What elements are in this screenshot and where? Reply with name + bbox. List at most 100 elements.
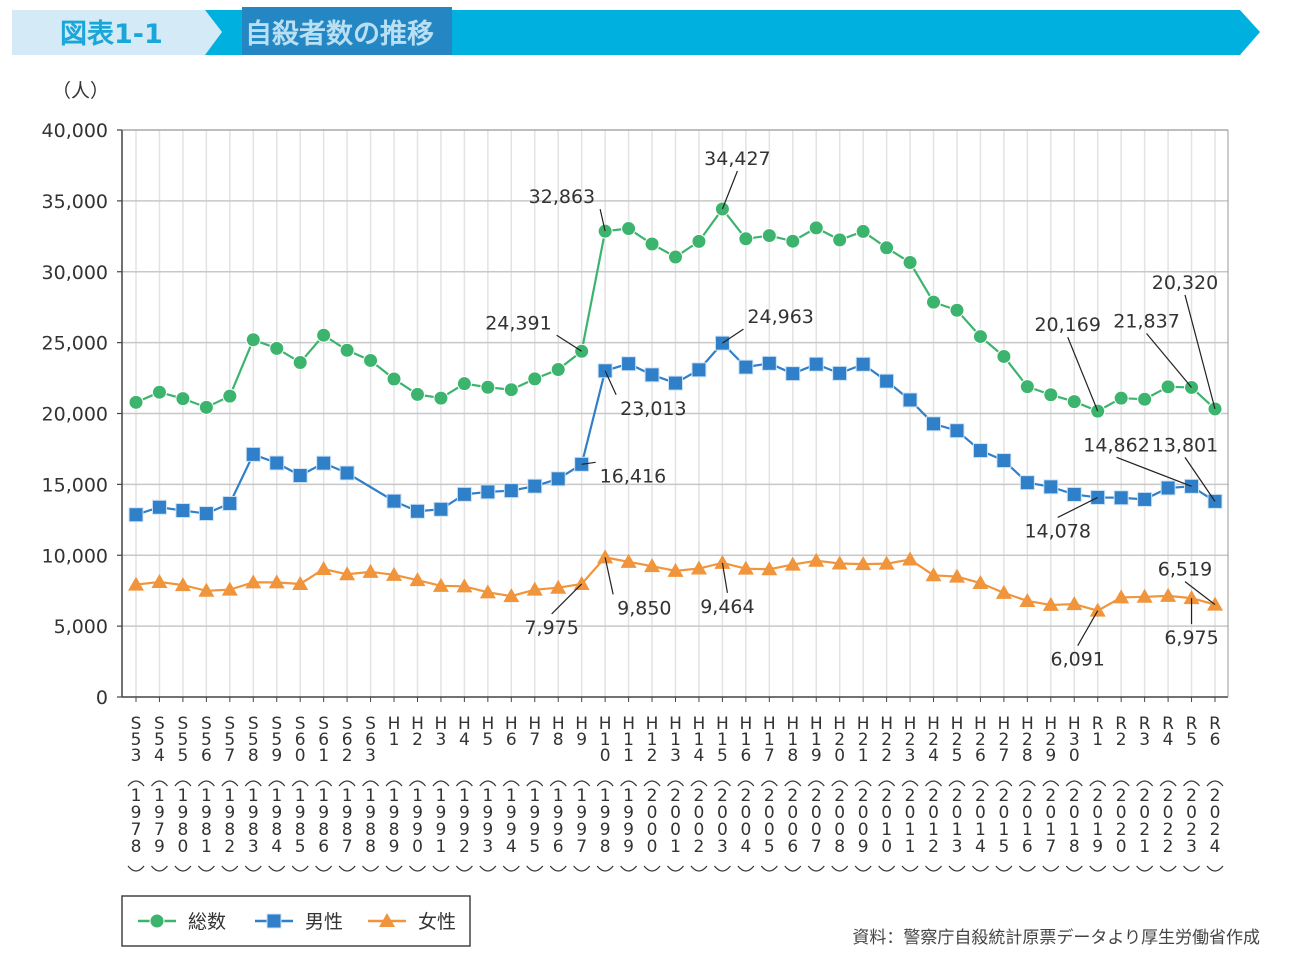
x-tick-era-char: H [880, 714, 893, 734]
x-tick-era-char: 4 [154, 746, 165, 766]
data-point [1160, 587, 1177, 602]
data-point [949, 302, 965, 318]
open-paren [737, 780, 755, 787]
x-tick-year-char: 9 [576, 803, 587, 823]
close-paren [1183, 865, 1201, 872]
x-tick-era-char: H [552, 714, 565, 734]
data-point [761, 561, 778, 576]
x-tick-era-char: 3 [1069, 730, 1080, 750]
open-paren [643, 780, 661, 787]
open-paren [197, 780, 215, 787]
open-paren [667, 780, 684, 787]
x-tick-era-char: 1 [740, 730, 751, 750]
x-tick-year-char: 0 [647, 820, 658, 840]
x-tick-year-char: 2 [1210, 786, 1221, 806]
x-tick-year-char: 1 [1069, 820, 1080, 840]
annotation-label: 13,801 [1152, 434, 1218, 456]
data-point [690, 560, 707, 575]
x-tick-year-char: 1 [412, 786, 423, 806]
annotation-label: 6,519 [1158, 559, 1212, 581]
x-tick-year-char: 1 [201, 837, 212, 857]
x-tick-year-char: 1 [295, 786, 306, 806]
data-point [221, 581, 238, 596]
annotation: 14,078 [1024, 496, 1098, 542]
close-paren [549, 865, 567, 872]
x-tick-year-char: 0 [764, 820, 775, 840]
series-female [128, 549, 1223, 617]
close-paren [878, 865, 896, 872]
y-tick-label: 35,000 [42, 191, 108, 213]
annotation: 9,464 [700, 562, 755, 618]
x-tick-era-char: 9 [271, 746, 282, 766]
data-point [339, 342, 355, 358]
x-tick-era-char: 2 [975, 730, 986, 750]
data-point [620, 553, 637, 568]
x-tick-year-char: 8 [201, 820, 212, 840]
x-tick-year-char: 1 [271, 786, 282, 806]
x-tick-year-char: 0 [998, 803, 1009, 823]
x-tick-year-char: 1 [131, 786, 142, 806]
y-axis-unit-label: （人） [52, 80, 109, 102]
annotation: 23,013 [604, 370, 687, 420]
x-tick-year-char: 9 [529, 803, 540, 823]
annotation-label: 14,078 [1024, 520, 1090, 542]
x-tick-year-char: 9 [318, 803, 329, 823]
x-tick-year-char: 4 [271, 837, 282, 857]
data-point [456, 578, 473, 593]
x-tick-era-char: 6 [342, 730, 353, 750]
leader-line [1057, 496, 1098, 518]
open-paren [713, 780, 731, 787]
data-point [1066, 486, 1082, 502]
x-tick-era-char: 5 [248, 730, 259, 750]
x-tick-year-char: 8 [389, 820, 400, 840]
x-tick-era-char: H [458, 714, 471, 734]
x-tick-era-char: 2 [412, 730, 423, 750]
x-tick-year-char: 2 [1210, 820, 1221, 840]
x-tick-era-char: 9 [1045, 746, 1056, 766]
data-point [644, 236, 660, 252]
x-tick-year-char: 9 [412, 803, 423, 823]
annotation: 6,091 [1051, 610, 1105, 671]
x-tick-era-char: R [1115, 714, 1127, 734]
close-paren [1065, 865, 1083, 872]
x-tick-era-char: 1 [811, 730, 822, 750]
legend-label: 総数 [188, 911, 226, 933]
x-tick-year-char: 9 [1092, 837, 1103, 857]
data-point [1136, 588, 1153, 603]
data-point [175, 503, 191, 519]
open-paren [291, 780, 309, 787]
x-tick-era-char: H [763, 714, 776, 734]
annotation: 6,975 [1164, 598, 1219, 649]
x-tick-era-char: 5 [224, 730, 235, 750]
x-tick-year-char: 9 [459, 820, 470, 840]
x-tick-year-char: 4 [1210, 837, 1221, 857]
x-tick-year-char: 9 [506, 820, 517, 840]
close-paren [620, 865, 638, 872]
data-point [1183, 590, 1200, 605]
x-tick-era-char: S [201, 714, 212, 734]
data-point [245, 446, 261, 462]
x-tick-year-char: 2 [224, 837, 235, 857]
x-tick-year-char: 2 [694, 786, 705, 806]
x-tick-year-char: 4 [975, 837, 986, 857]
open-paren [596, 780, 614, 787]
x-tick-year-char: 4 [506, 837, 517, 857]
annotation: 16,416 [581, 461, 666, 487]
x-tick-year-char: 2 [1139, 820, 1150, 840]
annotation-label: 24,963 [747, 306, 813, 328]
x-tick-year-char: 1 [529, 786, 540, 806]
leader-line [722, 328, 744, 344]
source-note: 資料：警察庁自殺統計原票データより厚生労働省作成 [852, 927, 1260, 948]
x-tick-era-char: 5 [271, 730, 282, 750]
x-tick-year-char: 2 [1163, 837, 1174, 857]
close-paren [690, 865, 708, 872]
x-tick-era-char: 2 [905, 730, 916, 750]
